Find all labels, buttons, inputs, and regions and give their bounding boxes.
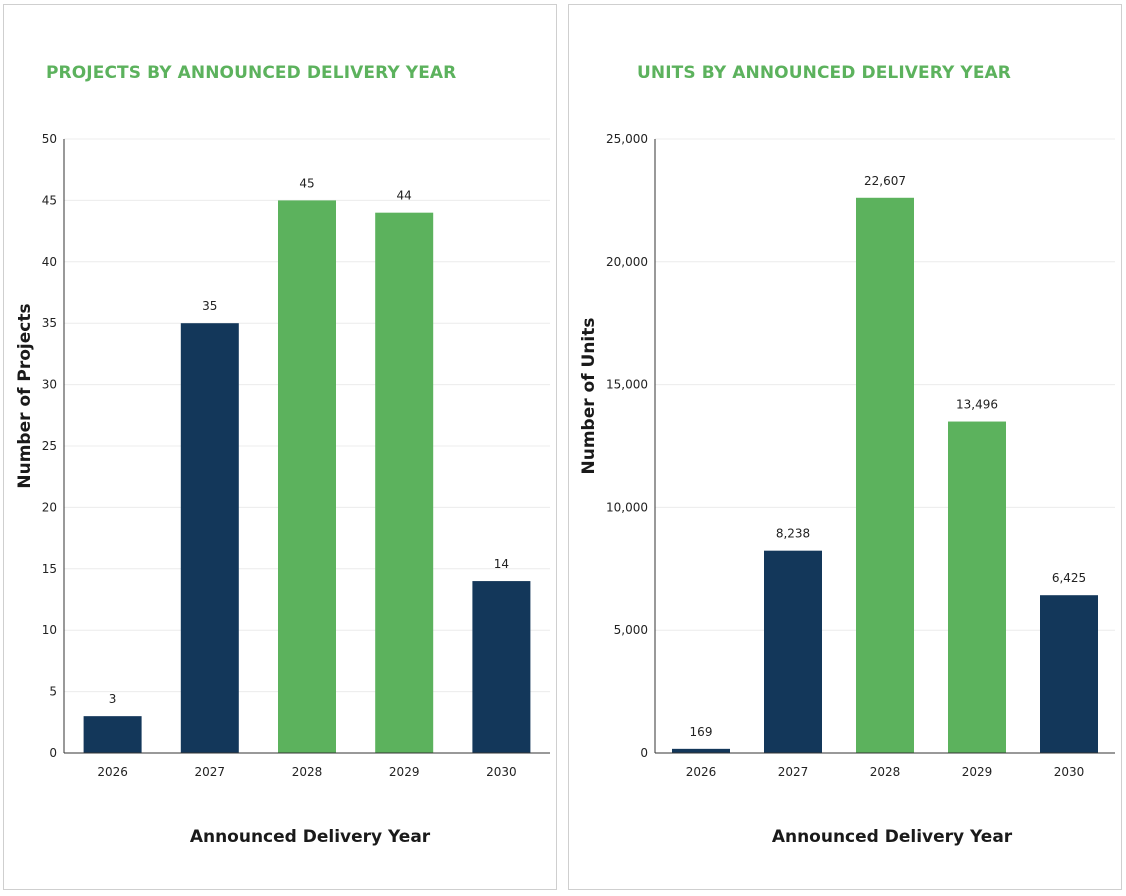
units-bar-chart: 0 5,000 10,000 15,000 20,000 25,000 169 2026 8,2… bbox=[579, 132, 1115, 847]
projects-chart-panel: PROJECTS BY ANNOUNCED DELIVERY YEAR 0 5 10… bbox=[3, 4, 557, 890]
bar-2029 bbox=[375, 212, 434, 753]
y-tick-label: 15 bbox=[42, 562, 57, 576]
bar-2026 bbox=[672, 748, 730, 753]
bar-2030 bbox=[472, 581, 531, 753]
y-tick-label: 20,000 bbox=[606, 255, 648, 269]
y-tick-label: 45 bbox=[42, 193, 57, 207]
data-label: 22,607 bbox=[864, 174, 906, 188]
y-axis-title: Number of Units bbox=[579, 317, 599, 474]
data-label: 45 bbox=[299, 176, 314, 190]
x-tick-label: 2030 bbox=[1054, 765, 1085, 779]
y-tick-label: 10 bbox=[42, 623, 57, 637]
x-tick-label: 2028 bbox=[870, 765, 901, 779]
y-tick-label: 40 bbox=[42, 255, 57, 269]
data-label: 8,238 bbox=[776, 527, 810, 541]
y-tick-label: 5 bbox=[49, 685, 57, 699]
bar-2028 bbox=[856, 197, 914, 753]
units-chart-panel: UNITS BY ANNOUNCED DELIVERY YEAR 0 5,000 1… bbox=[568, 4, 1122, 890]
chart-title: PROJECTS BY ANNOUNCED DELIVERY YEAR bbox=[46, 63, 457, 83]
y-tick-label: 10,000 bbox=[606, 500, 648, 514]
y-tick-label: 50 bbox=[42, 132, 57, 146]
bar-2026 bbox=[83, 716, 142, 753]
data-label: 169 bbox=[690, 725, 713, 739]
projects-bar-chart: 0 5 10 15 20 25 30 35 40 45 50 3 2026 35 2027 45 2028 44 2… bbox=[15, 132, 550, 847]
y-axis-title: Number of Projects bbox=[15, 303, 35, 488]
y-tick-label: 35 bbox=[42, 316, 57, 330]
x-tick-label: 2028 bbox=[292, 765, 323, 779]
x-tick-label: 2026 bbox=[97, 765, 128, 779]
y-tick-label: 20 bbox=[42, 500, 57, 514]
chart-title: UNITS BY ANNOUNCED DELIVERY YEAR bbox=[637, 63, 1011, 83]
bar-2029 bbox=[948, 421, 1006, 753]
bar-2027 bbox=[764, 550, 822, 753]
data-label: 6,425 bbox=[1052, 571, 1086, 585]
y-tick-label: 15,000 bbox=[606, 378, 648, 392]
x-tick-label: 2027 bbox=[778, 765, 809, 779]
bar-2030 bbox=[1040, 595, 1098, 753]
y-tick-label: 5,000 bbox=[614, 623, 648, 637]
x-axis-title: Announced Delivery Year bbox=[190, 827, 431, 847]
x-tick-label: 2029 bbox=[962, 765, 993, 779]
x-tick-label: 2029 bbox=[389, 765, 420, 779]
data-label: 3 bbox=[109, 692, 117, 706]
y-tick-label: 0 bbox=[49, 746, 57, 760]
x-axis-title: Announced Delivery Year bbox=[772, 827, 1013, 847]
x-tick-label: 2030 bbox=[486, 765, 517, 779]
bar-2027 bbox=[180, 323, 239, 753]
bar-2028 bbox=[278, 200, 336, 753]
x-tick-label: 2026 bbox=[686, 765, 717, 779]
data-label: 35 bbox=[202, 299, 217, 313]
y-tick-label: 0 bbox=[640, 746, 648, 760]
data-label: 14 bbox=[494, 557, 509, 571]
y-tick-label: 25,000 bbox=[606, 132, 648, 146]
x-tick-label: 2027 bbox=[195, 765, 226, 779]
y-tick-label: 25 bbox=[42, 439, 57, 453]
data-label: 13,496 bbox=[956, 398, 998, 412]
y-tick-label: 30 bbox=[42, 378, 57, 392]
data-label: 44 bbox=[397, 189, 412, 203]
